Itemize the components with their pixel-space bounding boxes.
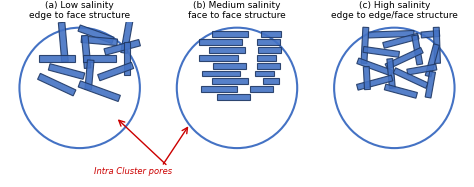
Polygon shape <box>124 42 130 75</box>
Polygon shape <box>261 31 281 37</box>
Polygon shape <box>48 64 85 79</box>
Polygon shape <box>363 67 370 90</box>
Polygon shape <box>58 22 68 62</box>
Polygon shape <box>212 78 248 84</box>
Polygon shape <box>256 55 276 61</box>
Polygon shape <box>78 25 114 43</box>
Polygon shape <box>39 55 75 62</box>
Polygon shape <box>384 84 418 98</box>
Polygon shape <box>213 63 246 69</box>
Polygon shape <box>425 44 439 77</box>
Polygon shape <box>393 68 428 88</box>
Polygon shape <box>250 86 273 92</box>
Polygon shape <box>363 47 400 57</box>
Polygon shape <box>201 86 237 92</box>
Polygon shape <box>200 39 242 45</box>
Polygon shape <box>81 36 118 46</box>
Polygon shape <box>209 47 245 53</box>
Text: Intra Cluster pores: Intra Cluster pores <box>94 167 172 176</box>
Polygon shape <box>383 33 419 48</box>
Polygon shape <box>199 55 238 61</box>
Polygon shape <box>78 81 120 102</box>
Polygon shape <box>257 39 280 45</box>
Polygon shape <box>361 27 369 63</box>
Polygon shape <box>255 70 274 76</box>
Polygon shape <box>433 27 440 63</box>
Title: (a) Low salinity
edge to face structure: (a) Low salinity edge to face structure <box>29 1 130 20</box>
Polygon shape <box>258 47 281 53</box>
Polygon shape <box>82 35 91 68</box>
Title: (b) Medium salinity
face to face structure: (b) Medium salinity face to face structu… <box>188 1 286 20</box>
Polygon shape <box>37 73 76 96</box>
Polygon shape <box>201 70 240 76</box>
Polygon shape <box>356 75 393 90</box>
Polygon shape <box>425 71 436 98</box>
Polygon shape <box>121 20 133 53</box>
Polygon shape <box>104 39 140 55</box>
Polygon shape <box>387 59 395 88</box>
Title: (c) High salinity
edge to edge/face structure: (c) High salinity edge to edge/face stru… <box>331 1 458 20</box>
Polygon shape <box>218 94 250 100</box>
Polygon shape <box>421 30 440 38</box>
Polygon shape <box>212 31 248 37</box>
Polygon shape <box>83 55 116 62</box>
Polygon shape <box>98 62 134 81</box>
Polygon shape <box>357 58 392 76</box>
Polygon shape <box>412 35 423 65</box>
Polygon shape <box>385 47 423 69</box>
Polygon shape <box>407 64 437 75</box>
Polygon shape <box>368 30 414 38</box>
Polygon shape <box>85 60 94 90</box>
Polygon shape <box>257 63 280 69</box>
Polygon shape <box>263 78 279 84</box>
